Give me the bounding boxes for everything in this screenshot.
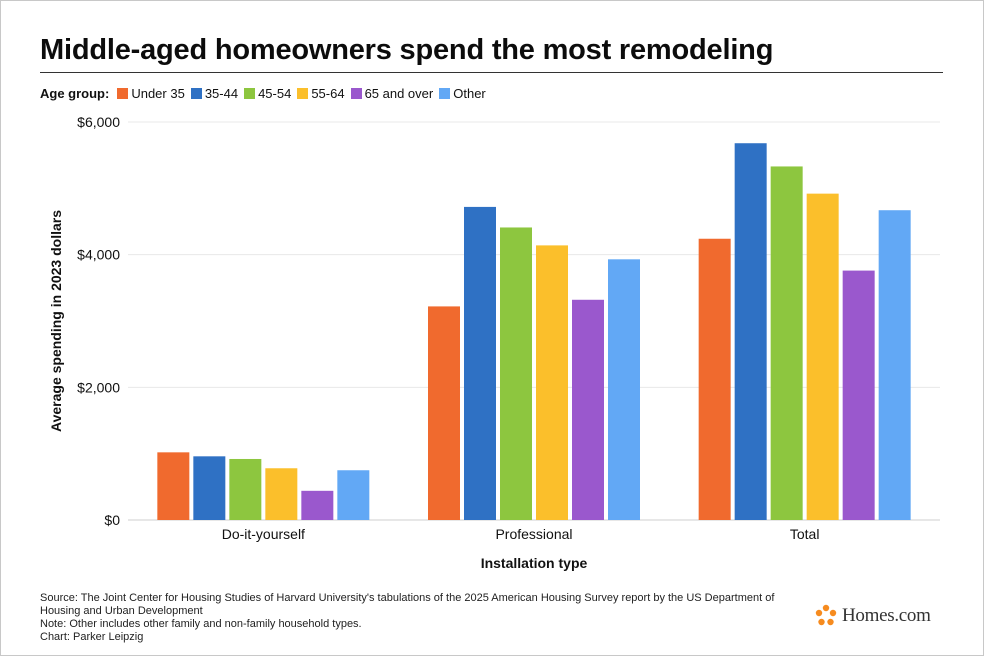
legend-label: Under 35	[131, 86, 185, 101]
bar	[157, 452, 190, 520]
chart-title: Middle-aged homeowners spend the most re…	[40, 34, 774, 66]
bar	[536, 245, 568, 520]
legend-label: 65 and over	[364, 86, 434, 101]
bar	[698, 238, 731, 520]
bar	[734, 143, 767, 520]
legend-swatch	[117, 88, 129, 99]
footnote: Note: Other includes other family and no…	[40, 618, 362, 630]
x-tick-label: Do-it-yourself	[222, 526, 305, 542]
legend-item: 55-64	[297, 86, 345, 101]
bar	[428, 306, 460, 520]
footer: Source: The Joint Center for Housing Stu…	[40, 592, 810, 644]
bar	[464, 206, 496, 520]
legend: Age group: Under 35 35-44 45-54 55-64 65 and…	[40, 86, 492, 101]
legend-swatch	[439, 88, 451, 99]
source-note: Source: The Joint Center for Housing Stu…	[40, 592, 775, 617]
legend-swatch	[350, 88, 362, 99]
bar	[301, 490, 334, 520]
bar	[500, 227, 532, 520]
bar	[193, 456, 226, 520]
bar	[878, 210, 911, 520]
bar	[572, 299, 604, 520]
legend-item: 65 and over	[350, 86, 434, 101]
x-axis-label: Installation type	[481, 555, 588, 571]
legend-item: Under 35	[117, 86, 185, 101]
bar	[806, 193, 839, 520]
legend-label: 35-44	[204, 86, 239, 101]
x-tick-label: Total	[790, 526, 820, 542]
chart-credit: Chart: Parker Leipzig	[40, 631, 144, 643]
y-axis-label: Average spending in 2023 dollars	[48, 210, 64, 432]
title-divider	[40, 72, 943, 73]
bar	[337, 470, 370, 520]
x-tick-label: Professional	[495, 526, 572, 542]
bar	[770, 166, 803, 520]
bar-chart: $0 $2,000 $4,000 $6,000 Do-it-yourself Profes…	[48, 114, 940, 571]
legend-item: 45-54	[244, 86, 291, 101]
legend-title: Age group:	[40, 86, 110, 101]
homes-logo-text: Homes.com	[842, 605, 931, 626]
bar	[608, 259, 640, 520]
y-tick-label: $6,000	[77, 114, 120, 130]
legend-item: Other	[439, 86, 486, 101]
legend-label: 45-54	[258, 86, 292, 101]
y-tick-label: $0	[104, 512, 120, 528]
legend-swatch	[190, 88, 202, 99]
legend-label: Other	[453, 86, 486, 101]
bar	[265, 468, 298, 520]
legend-label: 55-64	[311, 86, 345, 101]
bar	[842, 270, 875, 520]
legend-swatch	[244, 88, 256, 99]
y-tick-label: $2,000	[77, 379, 120, 395]
homes-logo: Homes.com	[814, 604, 931, 628]
legend-item: 35-44	[190, 86, 239, 101]
y-tick-label: $4,000	[77, 247, 120, 263]
legend-swatch	[297, 88, 309, 99]
homes-logo-icon	[815, 604, 837, 626]
bar	[229, 458, 262, 520]
